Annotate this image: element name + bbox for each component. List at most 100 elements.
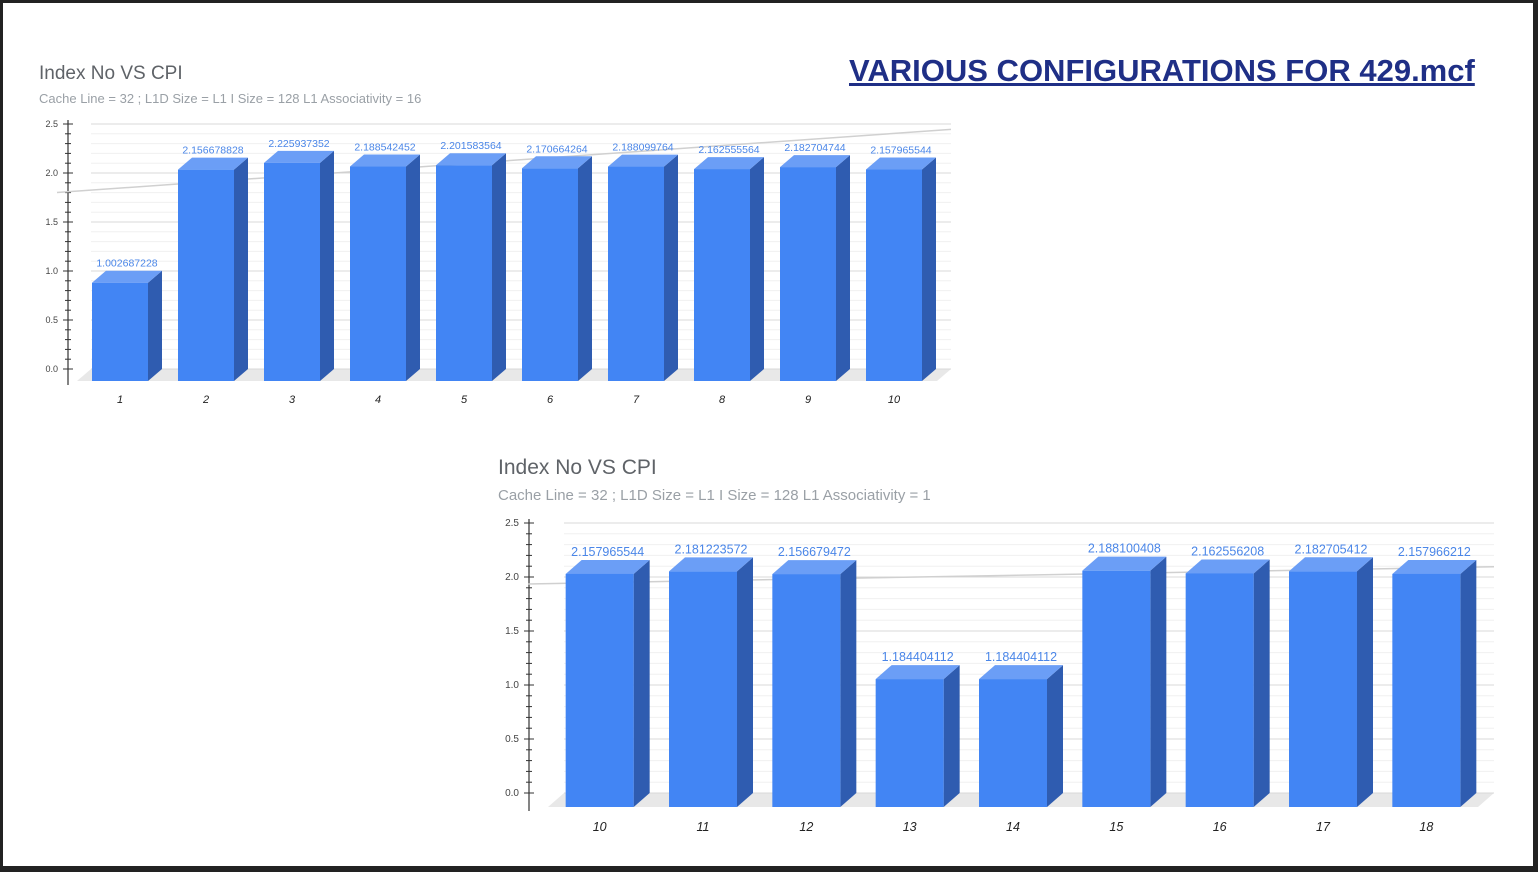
bar-top — [608, 154, 678, 167]
bar-side — [836, 155, 850, 381]
bar — [780, 167, 836, 381]
bar-top — [669, 557, 753, 572]
bar-side — [840, 560, 857, 807]
x-tick-label: 9 — [805, 394, 811, 406]
x-tick-label: 11 — [697, 820, 710, 834]
bar — [264, 162, 320, 381]
y-tick-label: 0.5 — [45, 315, 58, 325]
bar — [1082, 570, 1151, 807]
data-label: 2.162555564 — [698, 144, 759, 156]
bar-side — [578, 156, 592, 381]
data-label: 2.181223572 — [675, 542, 748, 556]
data-label: 2.157965544 — [870, 145, 931, 157]
bar-side — [943, 665, 960, 807]
x-tick-label: 8 — [719, 394, 726, 406]
y-tick-label: 2.5 — [505, 518, 519, 529]
bar — [436, 165, 492, 381]
x-tick-label: 6 — [547, 394, 554, 406]
x-tick-label: 7 — [633, 394, 640, 406]
x-tick-label: 3 — [289, 394, 296, 406]
bar — [979, 679, 1047, 807]
data-label: 2.201583564 — [440, 140, 501, 152]
chart-subtitle: Cache Line = 32 ; L1D Size = L1 I Size =… — [39, 91, 422, 106]
bar — [522, 168, 578, 381]
bar-top — [522, 156, 592, 169]
bar — [92, 282, 148, 381]
data-label: 1.184404112 — [882, 650, 954, 664]
bar-side — [633, 559, 650, 807]
bar — [178, 169, 234, 381]
y-tick-label: 2.0 — [505, 572, 519, 583]
x-tick-label: 10 — [593, 820, 607, 834]
bar-top — [1289, 557, 1373, 572]
bar — [1392, 573, 1461, 807]
bar-side — [922, 157, 936, 381]
bar-side — [737, 557, 753, 807]
chart-subtitle: Cache Line = 32 ; L1D Size = L1 I Size =… — [498, 487, 931, 504]
chart-title: Index No VS CPI — [498, 456, 657, 479]
bar-top — [694, 157, 764, 170]
chart-plot: 0.0 0.5 1.0 1.5 2.0 2.5 2.157965544 10 2.1812235… — [505, 518, 1495, 834]
x-tick-label: 12 — [799, 820, 813, 834]
data-label: 2.182705412 — [1295, 542, 1368, 556]
data-label: 2.156679472 — [778, 545, 851, 559]
data-label: 2.157966212 — [1398, 545, 1471, 559]
bar-side — [492, 153, 506, 381]
chart-title: Index No VS CPI — [39, 63, 183, 84]
x-tick-label: 5 — [461, 394, 468, 406]
bar — [694, 169, 750, 381]
bar-top — [436, 153, 506, 166]
bar-top — [565, 559, 650, 574]
bar — [669, 571, 737, 807]
chart-associativity-1: Index No VS CPI Cache Line = 32 ; L1D Si… — [3, 3, 1533, 866]
y-tick-label: 0.5 — [505, 734, 519, 745]
slide: VARIOUS CONFIGURATIONS FOR 429.mcf Index… — [3, 3, 1533, 866]
slide-heading: VARIOUS CONFIGURATIONS FOR 429.mcf — [849, 53, 1475, 88]
bar — [565, 573, 634, 807]
chart-plot: 0.0 0.5 1.0 1.5 2.0 2.5 1.002687228 1 2.15667882… — [45, 119, 952, 406]
bar-top — [1392, 559, 1477, 574]
bar-top — [780, 155, 850, 168]
bar — [875, 679, 944, 807]
y-tick-label: 1.5 — [45, 217, 58, 227]
x-tick-label: 17 — [1316, 820, 1331, 834]
x-tick-label: 15 — [1109, 820, 1123, 834]
bar — [772, 574, 841, 807]
y-tick-label: 1.0 — [505, 680, 519, 691]
bar-side — [1047, 665, 1063, 807]
x-tick-label: 2 — [202, 394, 209, 406]
y-tick-label: 1.0 — [45, 266, 58, 276]
bar-top — [264, 150, 334, 163]
data-label: 2.162556208 — [1191, 544, 1264, 558]
y-tick-label: 0.0 — [505, 788, 519, 799]
chart-associativity-16: Index No VS CPI Cache Line = 32 ; L1D Si… — [3, 3, 1003, 423]
bar-top — [875, 665, 960, 680]
bar-side — [148, 270, 162, 381]
bar-side — [750, 157, 764, 381]
x-tick-label: 1 — [117, 394, 123, 406]
data-label: 2.170664264 — [526, 143, 587, 155]
bar-top — [866, 157, 936, 170]
data-label: 2.188100408 — [1088, 542, 1161, 556]
y-tick-label: 1.5 — [505, 626, 519, 637]
x-tick-label: 4 — [375, 394, 381, 406]
bar-side — [234, 157, 248, 381]
y-tick-label: 0.0 — [45, 364, 58, 374]
bar-side — [406, 154, 420, 381]
bar-top — [350, 154, 420, 167]
bar-side — [1460, 559, 1477, 807]
data-label: 2.156678828 — [182, 145, 243, 157]
bar — [866, 169, 922, 381]
data-label: 1.184404112 — [985, 650, 1057, 664]
x-tick-label: 18 — [1419, 820, 1433, 834]
bar-top — [979, 665, 1063, 680]
x-tick-label: 10 — [888, 394, 901, 406]
y-tick-label: 2.0 — [45, 168, 58, 178]
bar-side — [320, 150, 334, 381]
x-tick-label: 14 — [1006, 820, 1020, 834]
data-label: 2.225937352 — [268, 138, 329, 150]
bar — [608, 166, 664, 381]
data-label: 2.157965544 — [571, 545, 644, 559]
data-label: 2.188099764 — [612, 142, 673, 154]
data-label: 2.188542452 — [354, 142, 415, 154]
